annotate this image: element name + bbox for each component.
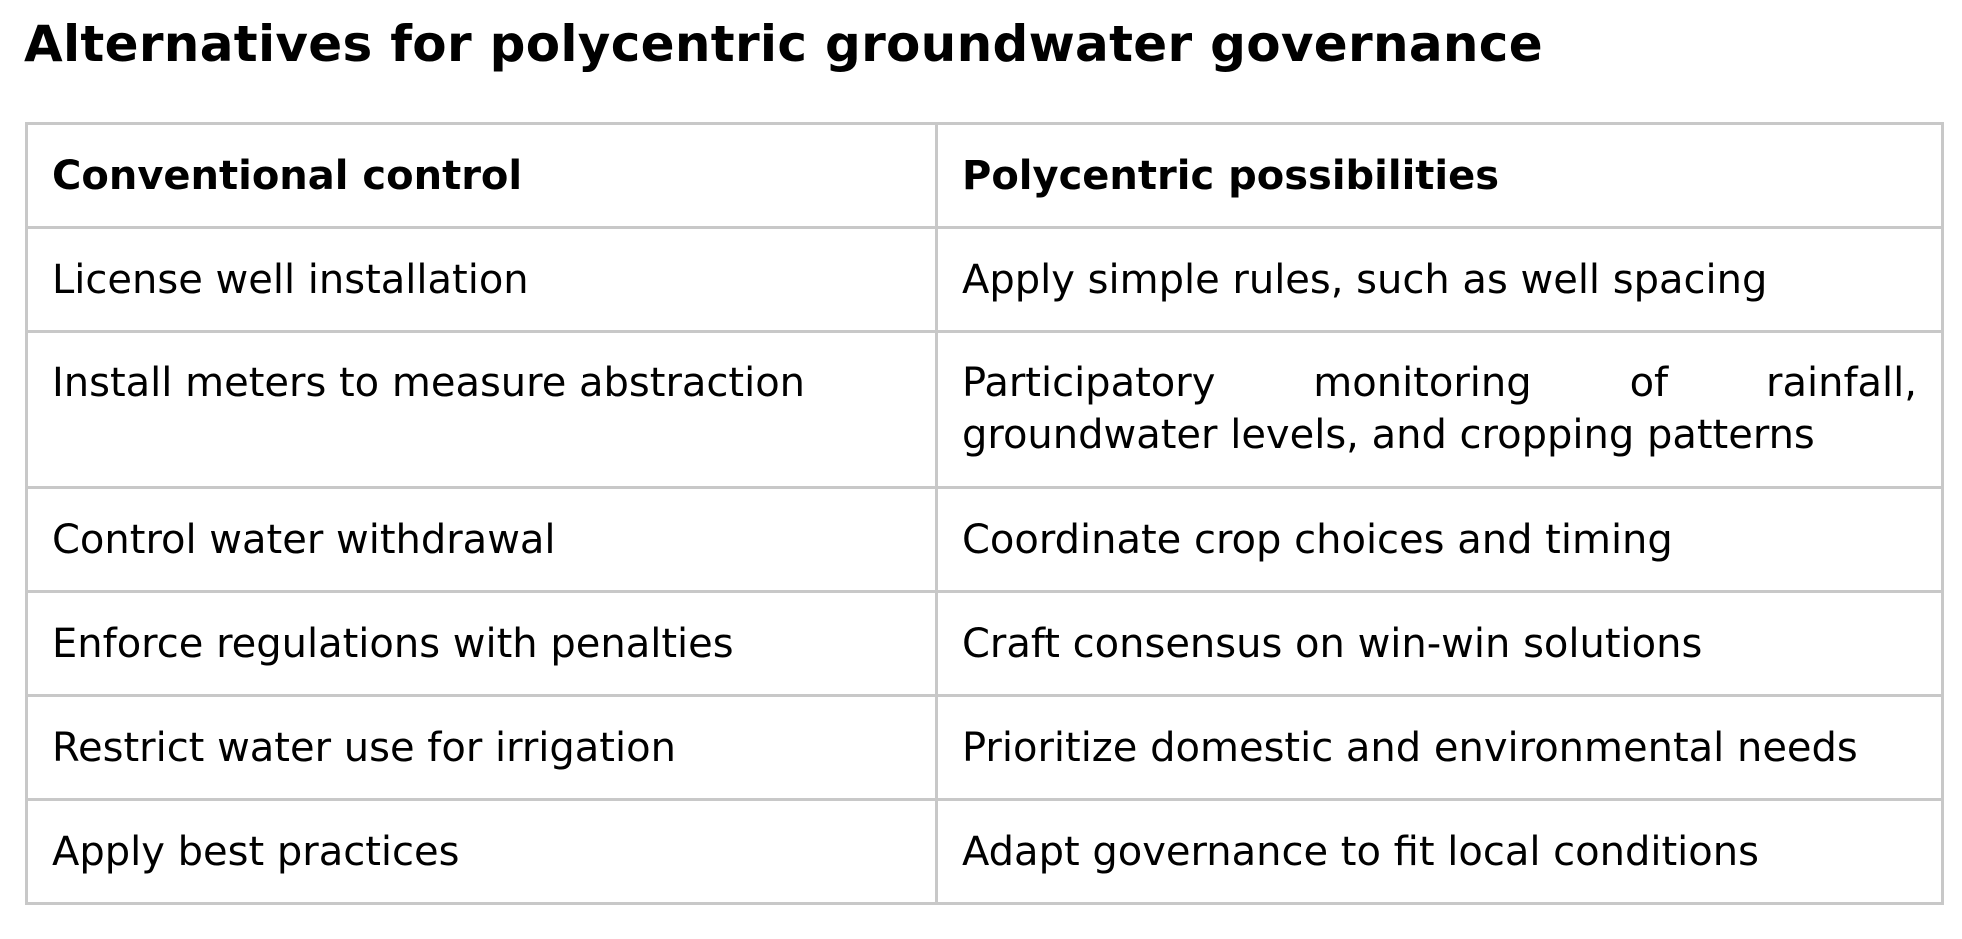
table-cell: Control water withdrawal bbox=[25, 486, 938, 593]
table-cell: Craft consensus on win-win solutions bbox=[935, 590, 1944, 697]
table-header-row: Conventional control Polycentric possibi… bbox=[25, 122, 1944, 229]
table-cell: Prioritize domestic and environmental ne… bbox=[935, 694, 1944, 801]
comparison-table: Conventional control Polycentric possibi… bbox=[25, 122, 1944, 905]
table-row: Enforce regulations with penalties Craft… bbox=[25, 590, 1944, 697]
table-cell: Install meters to measure abstraction bbox=[25, 330, 938, 489]
page-title: Alternatives for polycentric groundwater… bbox=[24, 15, 1543, 73]
table-row: Apply best practices Adapt governance to… bbox=[25, 798, 1944, 905]
table-cell: Restrict water use for irrigation bbox=[25, 694, 938, 801]
table-cell: Adapt governance to fit local conditions bbox=[935, 798, 1944, 905]
table-cell: Coordinate crop choices and timing bbox=[935, 486, 1944, 593]
table-cell: Apply simple rules, such as well spacing bbox=[935, 226, 1944, 333]
table-cell: Enforce regulations with penalties bbox=[25, 590, 938, 697]
column-header-polycentric-possibilities: Polycentric possibilities bbox=[935, 122, 1944, 229]
table-cell: License well installation bbox=[25, 226, 938, 333]
column-header-conventional-control: Conventional control bbox=[25, 122, 938, 229]
table-row: Restrict water use for irrigation Priori… bbox=[25, 694, 1944, 801]
table-row: Control water withdrawal Coordinate crop… bbox=[25, 486, 1944, 593]
table-row: Install meters to measure abstraction Pa… bbox=[25, 330, 1944, 489]
table-cell: Participatory monitoring of rainfall, gr… bbox=[935, 330, 1944, 489]
table-cell: Apply best practices bbox=[25, 798, 938, 905]
table-row: License well installation Apply simple r… bbox=[25, 226, 1944, 333]
